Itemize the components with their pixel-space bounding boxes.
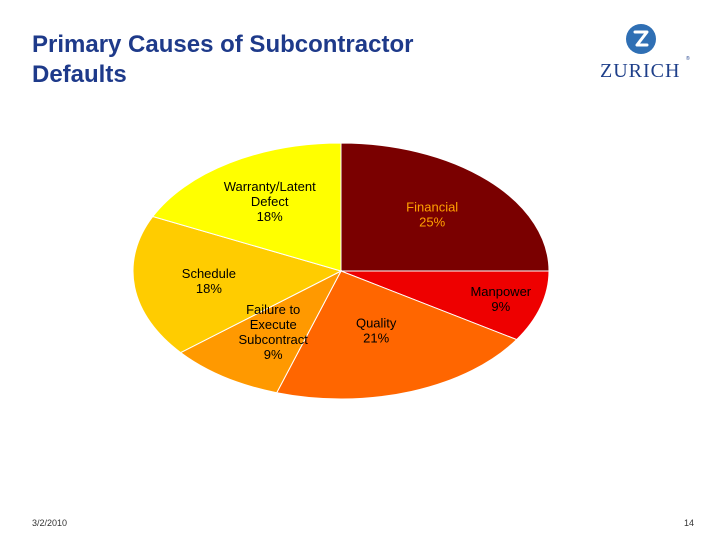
pie-slice-label-4: Schedule 18% (182, 266, 236, 296)
pie-slice-label-0: Financial 25% (406, 199, 458, 229)
pie-slice-label-line: Execute (250, 317, 297, 332)
slide-title-line-2: Defaults (32, 61, 127, 88)
pie-slice-3 (179, 269, 343, 394)
pie-slice-label-line: Warranty/Latent (224, 179, 316, 194)
pie-slice-label-2: Quality 21% (356, 316, 397, 346)
slide-page-number: 14 (683, 518, 694, 528)
pie-slice-0 (340, 142, 550, 272)
pie-slice-label-line: Schedule (182, 266, 236, 281)
pie-slice-label-line: Quality (356, 316, 397, 331)
registered-mark: ® (686, 56, 690, 62)
zurich-logo: ZURICH ® (596, 20, 696, 86)
pie-slice-label-1: Manpower 9% (470, 284, 531, 314)
pie-slice-label-line: 18% (257, 209, 283, 224)
pie-slice-label-line: 21% (363, 331, 389, 346)
pie-slice-label-line: 25% (419, 214, 445, 229)
pie-slice-label-3: Failure to Execute Subcontract 9% (239, 302, 309, 362)
pie-slice-1 (340, 270, 550, 341)
pie-slice-label-line: 18% (196, 281, 222, 296)
pie-slice-label-5: Warranty/Latent Defect 18% (224, 179, 316, 224)
pie-slice-2 (275, 270, 518, 400)
zurich-wordmark: ZURICH (600, 60, 681, 82)
slide-title-line-1: Primary Causes of Subcontractor (32, 31, 414, 58)
pie-slice-label-line: 9% (491, 299, 510, 314)
slide-title: Primary Causes of Subcontractor Defaults (32, 30, 552, 90)
zurich-z-glyph-icon (633, 30, 649, 47)
pie-slice-label-line: Financial (406, 199, 458, 214)
pie-slice-label-line: Subcontract (239, 332, 309, 347)
pie-slice-label-line: 9% (264, 347, 283, 362)
pie-slice-5 (151, 142, 342, 272)
zurich-logo-mark-icon (626, 24, 656, 54)
pie-slice-label-line: Manpower (470, 284, 531, 299)
pie-slice-label-line: Failure to (246, 302, 300, 317)
slide-date: 3/2/2010 (32, 518, 68, 528)
pie-slice-4 (132, 215, 343, 354)
pie-slice-label-line: Defect (251, 194, 289, 209)
